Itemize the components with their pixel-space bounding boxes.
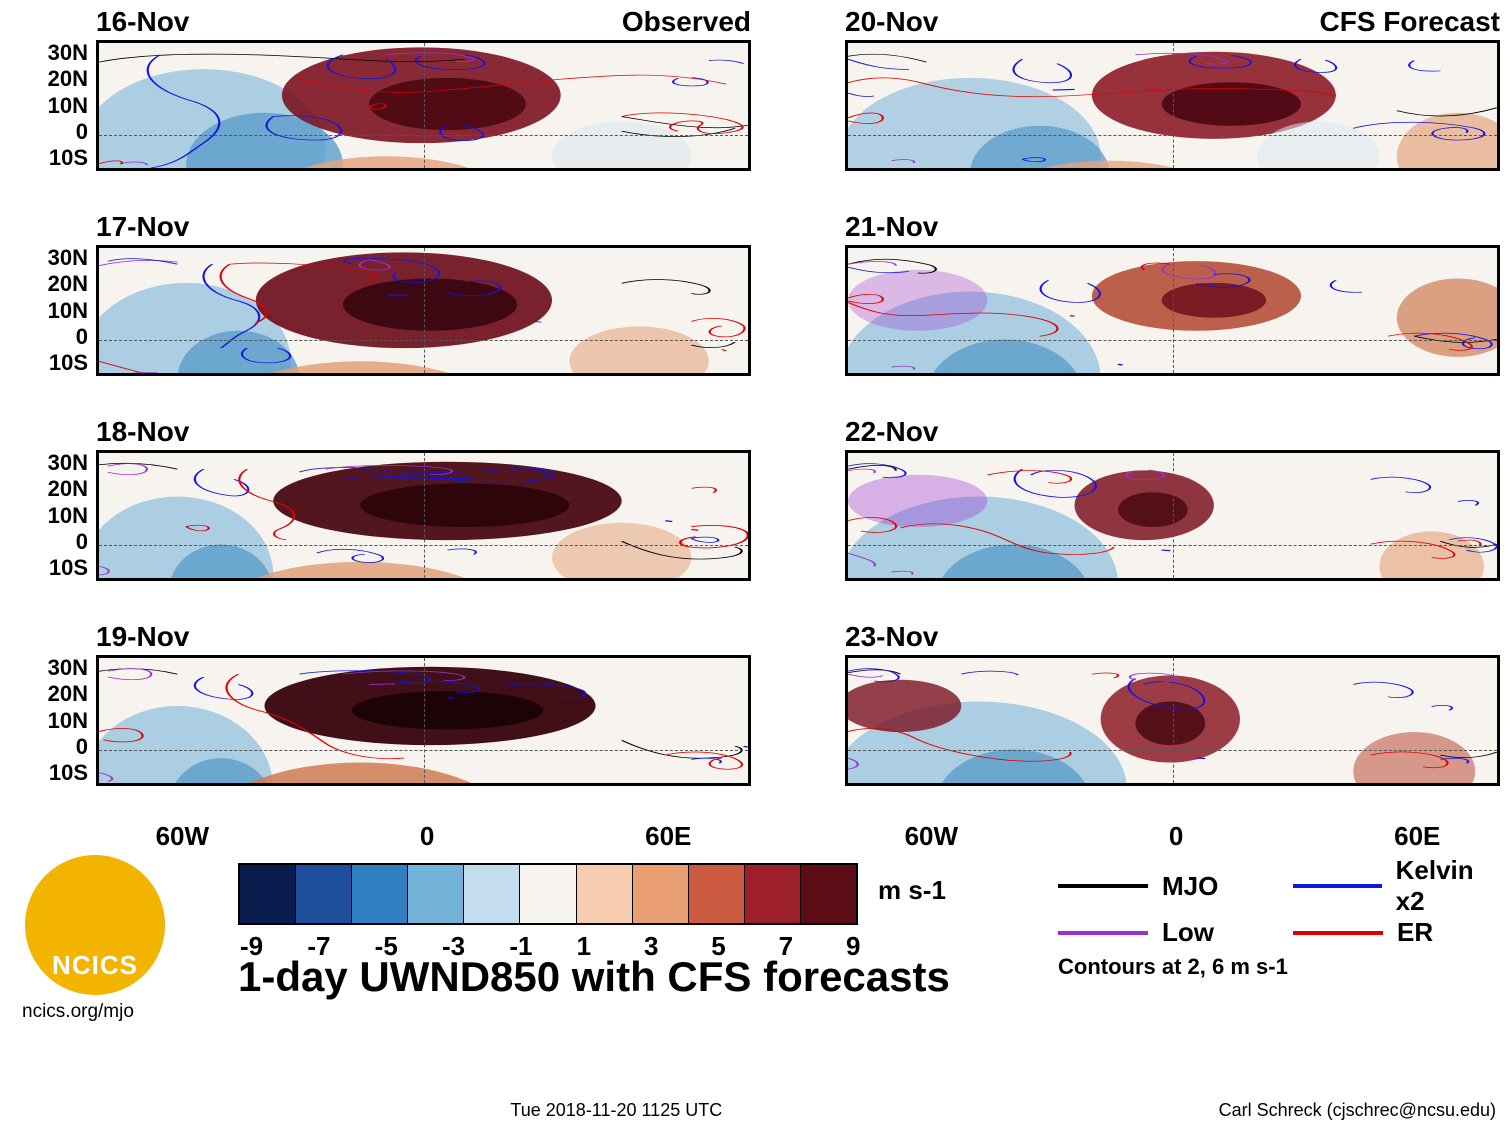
contours-note: Contours at 2, 6 m s-1 [1058,954,1508,980]
panel-20-nov: 20-Nov CFS Forecast [757,6,1502,201]
panel-16-nov: 16-Nov Observed 30N 20N 10N 0 10S [8,6,753,201]
panel-title: 19-Nov [96,621,189,653]
map-canvas-21nov[interactable] [845,245,1500,376]
main-caption: 1-day UWND850 with CFS forecasts [238,953,950,1001]
y-axis-labels: 30N 20N 10N 0 10S [8,245,92,376]
panel-title: 22-Nov [845,416,938,448]
footer-author: Carl Schreck (cjschrec@ncsu.edu) [1219,1100,1502,1121]
map-canvas-18nov[interactable] [96,450,751,581]
panel-22-nov: 22-Nov [757,416,1502,611]
panel-title: 17-Nov [96,211,189,243]
map-canvas-22nov[interactable] [845,450,1500,581]
panel-19-nov: 19-Nov 30N 20N 10N 0 10S [8,621,753,816]
map-canvas-17nov[interactable] [96,245,751,376]
panel-title: 20-Nov [845,6,938,38]
map-grid: 16-Nov Observed 30N 20N 10N 0 10S [8,6,1502,806]
map-canvas-19nov[interactable] [96,655,751,786]
y-axis-labels: 30N 20N 10N 0 10S [8,655,92,786]
line-legend: MJO Kelvin x2 Low ER Contours at 2, 6 m … [1058,855,1508,980]
legend-kelvin: Kelvin x2 [1293,855,1508,917]
colorbar-section: -9 -7 -5 -3 -1 1 3 5 7 9 [238,863,858,962]
logo-text: NCICS [25,950,165,981]
panel-23-nov: 23-Nov [757,621,1502,816]
colorbar-swatches [238,863,858,925]
panel-title: 23-Nov [845,621,938,653]
legend-er: ER [1293,917,1508,948]
map-canvas-23nov[interactable] [845,655,1500,786]
panel-21-nov: 21-Nov [757,211,1502,406]
panel-corner-label: CFS Forecast [1320,6,1501,38]
panel-17-nov: 17-Nov 30N 20N 10N 0 10S [8,211,753,406]
legend-low: Low [1058,917,1273,948]
legend-mjo: MJO [1058,855,1273,917]
footer-left-placeholder [8,1100,14,1121]
map-canvas-16nov[interactable] [96,40,751,171]
footer-section: NCICS ncics.org/mjo -9 -7 -5 -3 -1 1 3 5 [8,845,1502,1135]
logo-url[interactable]: ncics.org/mjo [20,1001,170,1023]
panel-corner-label: Observed [622,6,751,38]
ncics-logo[interactable]: NCICS ncics.org/mjo [20,855,170,1023]
y-axis-labels: 30N 20N 10N 0 10S [8,450,92,581]
panel-title: 16-Nov [96,6,189,38]
panel-18-nov: 18-Nov 30N 20N 10N 0 10S [8,416,753,611]
map-canvas-20nov[interactable] [845,40,1500,171]
y-axis-labels: 30N 20N 10N 0 10S [8,40,92,171]
footer-strip: Tue 2018-11-20 1125 UTC Carl Schreck (cj… [8,1100,1502,1121]
panel-title: 18-Nov [96,416,189,448]
footer-timestamp: Tue 2018-11-20 1125 UTC [510,1100,722,1121]
panel-title: 21-Nov [845,211,938,243]
colorbar-unit-label: m s-1 [878,875,946,906]
